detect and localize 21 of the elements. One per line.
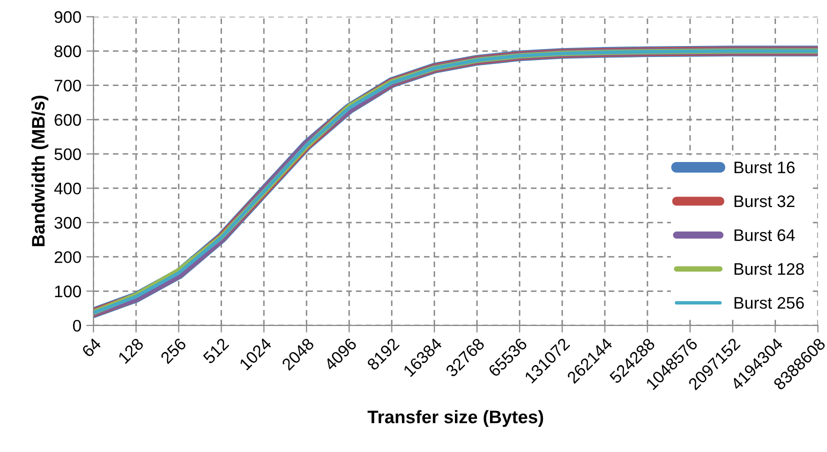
legend-label: Burst 128 — [734, 263, 804, 275]
legend-label: Burst 32 — [734, 195, 794, 208]
y-tick-label: 600 — [54, 114, 81, 126]
x-tick-label: 512 — [202, 337, 230, 364]
x-tick-label: 128 — [118, 337, 144, 364]
legend-label: Burst 16 — [734, 162, 795, 174]
x-tick-label: 256 — [160, 337, 187, 364]
y-tick-label: 500 — [54, 148, 81, 160]
y-tick-label: 400 — [54, 182, 81, 194]
legend-label: Burst 256 — [734, 297, 804, 309]
y-tick-label: 800 — [54, 45, 81, 58]
x-axis-title: Transfer size (Bytes) — [368, 410, 544, 427]
y-tick-label: 300 — [54, 216, 81, 229]
y-tick-label: 0 — [73, 320, 81, 332]
y-tick-label: 700 — [54, 80, 81, 92]
y-axis-title: Bandwidth (MB/s) — [31, 96, 48, 246]
y-tick-label: 100 — [55, 286, 81, 298]
y-tick-label: 200 — [54, 251, 81, 264]
x-tick-label: 64 — [81, 337, 102, 358]
legend-label: Burst 64 — [734, 229, 795, 242]
y-tick-label: 900 — [54, 11, 81, 23]
